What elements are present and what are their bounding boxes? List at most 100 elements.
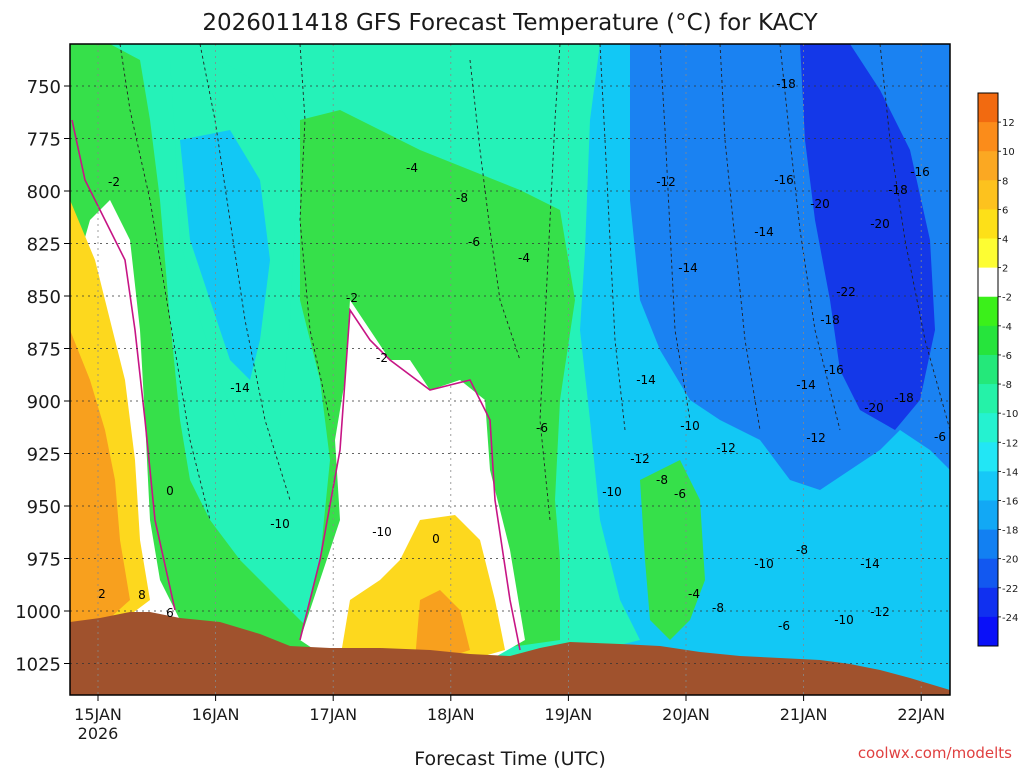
contour-label: -2	[376, 351, 388, 365]
freezing-line-left	[71, 119, 176, 611]
contour-label: -10	[372, 525, 392, 539]
contour-line-2	[299, 44, 331, 421]
temperature-bands	[70, 44, 950, 695]
colorbar-label: -24	[1002, 613, 1018, 624]
y-tick-label: 850	[27, 287, 61, 308]
contour-label: 0	[432, 532, 440, 546]
band-region-13	[415, 590, 470, 660]
contour-line-8	[779, 44, 841, 431]
colorbar-swatch	[978, 238, 998, 269]
contour-label: 2	[98, 587, 106, 601]
contour-label: -8	[796, 543, 808, 557]
contour-label: -16	[910, 165, 930, 179]
colorbar-swatch	[978, 587, 998, 618]
contour-label: -12	[716, 441, 736, 455]
y-tick-label: 1025	[15, 655, 61, 676]
colorbar-label: 2	[1002, 264, 1008, 275]
band-region-5	[640, 460, 705, 640]
y-tick-label: 775	[27, 130, 61, 151]
freezing-line-mid	[299, 307, 521, 651]
y-tick-label: 825	[27, 235, 61, 256]
contour-label: -20	[810, 197, 830, 211]
y-axis: 750 775 800 825 850 875 900 925 950 975 1000 1025	[15, 77, 70, 676]
colorbar-swatch	[978, 442, 998, 472]
contour-label: -6	[468, 235, 480, 249]
colorbar-swatch	[978, 471, 998, 501]
colorbar-swatch	[978, 93, 998, 123]
contour-label: -14	[860, 557, 880, 571]
contour-label: -8	[456, 191, 468, 205]
colorbar-legend: 12 10 8 6 4 2 -2 -4 -6 -8 -10 -12 -14 -16 -18 -20 -22 -24	[977, 92, 1018, 647]
contour-label: -4	[518, 251, 530, 265]
colorbar-swatch	[978, 558, 998, 589]
colorbar-swatch	[978, 267, 998, 298]
colorbar-swatch	[978, 296, 998, 327]
contour-label: 0	[166, 484, 174, 498]
band-region-11	[340, 515, 505, 660]
contour-label: -4	[406, 161, 418, 175]
colorbar-label: 12	[1002, 118, 1015, 129]
contour-label: -14	[636, 373, 656, 387]
plot-area: -2-4-8-6-4-12-18-16-20-18-16-14-20-14-22…	[69, 43, 951, 696]
colorbar-swatch	[978, 500, 998, 531]
contour-label: -2	[346, 291, 358, 305]
colorbar-swatch	[978, 122, 998, 152]
contour-label: -18	[776, 77, 796, 91]
contour-label: -6	[674, 487, 686, 501]
contour-label: -10	[754, 557, 774, 571]
surface-terrain	[70, 612, 950, 695]
x-tick-label: 22JAN	[897, 705, 945, 724]
contour-line-3	[469, 59, 521, 361]
contour-label: -18	[894, 391, 914, 405]
band-region-12	[70, 330, 130, 626]
x-tick-label: 21JAN	[780, 705, 828, 724]
colorbar-label: 8	[1002, 176, 1008, 187]
contour-line-9	[879, 44, 950, 431]
grid-lines	[70, 44, 950, 695]
band-region-4	[180, 130, 270, 380]
colorbar-label: -18	[1002, 526, 1018, 537]
contour-label: -12	[870, 605, 890, 619]
contour-label: 6	[166, 606, 174, 620]
contour-line-1	[199, 44, 291, 501]
plot-frame	[69, 43, 951, 696]
source-watermark[interactable]: coolwx.com/modelts	[858, 744, 1012, 762]
contour-label: -10	[834, 613, 854, 627]
contour-line-5	[599, 44, 626, 431]
band-region-7	[800, 44, 935, 430]
colorbar-swatch	[978, 413, 998, 443]
colorbar-label: -10	[1002, 409, 1018, 420]
y-tick-label: 750	[27, 77, 61, 98]
contour-line-6	[659, 44, 691, 421]
x-tick-label: 15JAN	[74, 705, 122, 724]
contour-line-0	[119, 44, 211, 521]
colorbar-label: -16	[1002, 496, 1018, 507]
contour-label: -10	[602, 485, 622, 499]
contour-label: -6	[934, 430, 946, 444]
colorbar-label: 6	[1002, 205, 1008, 216]
x-tick-sublabel: 2026	[78, 724, 119, 743]
contour-label: -22	[836, 285, 856, 299]
colorbar-label: -8	[1002, 380, 1012, 391]
x-tick-label: 20JAN	[662, 705, 710, 724]
colorbar-label: 10	[1002, 147, 1015, 158]
y-tick-label: 975	[27, 550, 61, 571]
contour-label: -14	[754, 225, 774, 239]
colorbar-label: -6	[1002, 351, 1012, 362]
y-tick-label: 800	[27, 182, 61, 203]
colorbar-frame	[977, 92, 999, 647]
y-tick-label: 925	[27, 445, 61, 466]
colorbar-swatch	[978, 529, 998, 560]
colorbar-swatch	[978, 151, 998, 181]
y-tick-label: 1000	[15, 602, 61, 623]
colorbar-swatch	[978, 209, 998, 240]
contour-label: -4	[688, 587, 700, 601]
colorbar-swatch	[978, 325, 998, 356]
contour-label: -8	[712, 601, 724, 615]
contour-label: -6	[778, 619, 790, 633]
contour-label: -6	[536, 421, 548, 435]
contour-label: -8	[656, 473, 668, 487]
contour-label: -20	[870, 217, 890, 231]
